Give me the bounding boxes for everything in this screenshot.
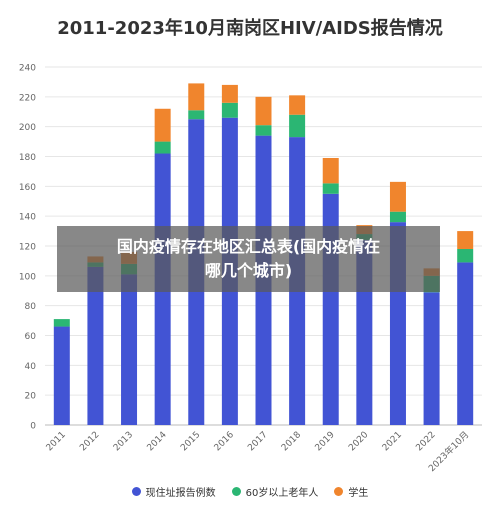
- legend-swatch: [131, 487, 141, 496]
- bar-segment: [221, 84, 238, 103]
- bar-segment: [389, 211, 406, 223]
- y-tick-label: 220: [19, 93, 36, 103]
- banner-line-1: 国内疫情存在地区汇总表(国内疫情在: [116, 237, 381, 256]
- bar-segment: [221, 102, 238, 118]
- bar-segment: [423, 292, 440, 425]
- y-tick-label: 40: [25, 362, 37, 372]
- bar-segment: [255, 125, 272, 136]
- x-tick-label: 2017: [246, 430, 269, 453]
- x-tick-label: 2016: [213, 430, 236, 453]
- bar-segment: [289, 95, 306, 115]
- y-tick-label: 0: [30, 422, 36, 432]
- chart-legend: 现住址报告例数 60岁以上老年人 学生: [0, 484, 500, 499]
- bar-segment: [457, 248, 474, 263]
- chart-title: 2011-2023年10月南岗区HIV/AIDS报告情况: [57, 18, 443, 39]
- x-tick-label: 2013: [112, 430, 135, 453]
- legend-item: 现住址报告例数: [131, 484, 216, 499]
- x-tick-label: 2021: [381, 430, 404, 453]
- bar-segment: [188, 110, 205, 120]
- y-tick-label: 180: [19, 153, 36, 163]
- y-tick-label: 160: [19, 183, 36, 193]
- legend-label: 现住址报告例数: [145, 488, 216, 499]
- bar-segment: [322, 183, 339, 194]
- x-tick-label: 2018: [280, 430, 303, 453]
- y-tick-label: 60: [25, 332, 37, 342]
- bar-segment: [188, 83, 205, 111]
- y-tick-label: 80: [25, 302, 37, 312]
- bar-segment: [121, 274, 138, 425]
- legend-item: 60岁以上老年人: [231, 484, 319, 499]
- bar-segment: [322, 157, 339, 184]
- x-tick-label: 2014: [146, 430, 169, 453]
- legend-label: 60岁以上老年人: [245, 488, 319, 499]
- x-tick-label: 2019: [314, 430, 337, 453]
- legend-swatch: [231, 487, 241, 496]
- y-tick-label: 120: [19, 243, 36, 253]
- y-tick-label: 140: [19, 213, 36, 223]
- x-tick-label: 2012: [78, 430, 101, 453]
- y-tick-label: 20: [25, 392, 37, 402]
- legend-label: 学生: [348, 488, 369, 499]
- x-tick-label: 2022: [414, 430, 437, 453]
- x-tick-label: 2020: [347, 430, 370, 453]
- bar-segment: [154, 108, 171, 142]
- y-tick-label: 100: [19, 272, 36, 282]
- bar-segment: [154, 141, 171, 154]
- bar-segment: [389, 181, 406, 212]
- y-tick-label: 200: [19, 123, 36, 133]
- bar-segment: [53, 319, 70, 327]
- x-tick-label: 2015: [179, 430, 202, 453]
- bar-segment: [289, 114, 306, 138]
- y-tick-label: 240: [19, 64, 36, 74]
- watermark-banner: 国内疫情存在地区汇总表(国内疫情在 哪几个城市): [57, 226, 440, 292]
- bar-segment: [457, 231, 474, 249]
- bar-segment: [457, 262, 474, 425]
- bar-segment: [255, 96, 272, 126]
- banner-line-2: 哪几个城市): [204, 261, 293, 280]
- bar-segment: [87, 266, 104, 425]
- legend-item: 学生: [334, 484, 368, 499]
- x-tick-label: 2011: [45, 430, 68, 453]
- legend-swatch: [334, 487, 344, 496]
- bar-segment: [53, 326, 70, 425]
